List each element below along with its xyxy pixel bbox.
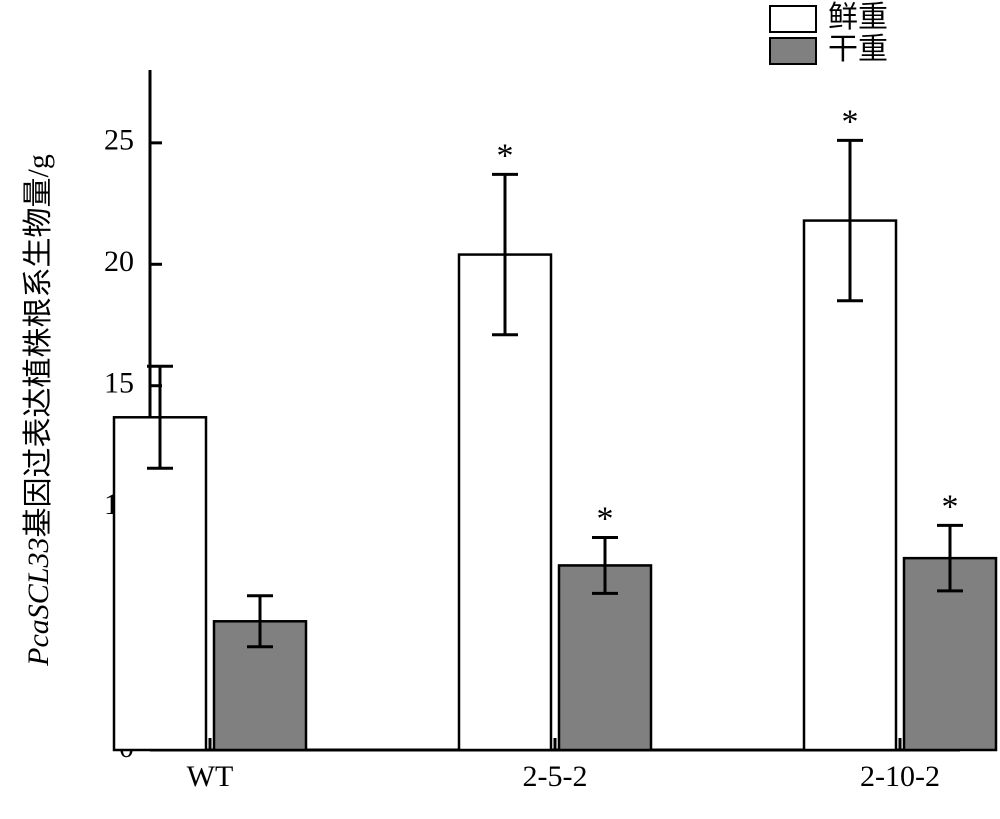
- svg-text:*: *: [842, 103, 859, 140]
- svg-text:PcaSCL33基因过表达植株根系生物量/g: PcaSCL33基因过表达植株根系生物量/g: [22, 154, 55, 667]
- svg-text:WT: WT: [187, 760, 234, 793]
- svg-text:*: *: [942, 488, 959, 525]
- svg-text:鲜重: 鲜重: [828, 1, 888, 34]
- svg-text:25: 25: [104, 124, 134, 157]
- svg-text:15: 15: [104, 367, 134, 400]
- svg-text:20: 20: [104, 245, 134, 278]
- bar-chart-svg: 0510152025PcaSCL33基因过表达植株根系生物量/gWT2-5-2*…: [0, 0, 1000, 819]
- chart-container: 0510152025PcaSCL33基因过表达植株根系生物量/gWT2-5-2*…: [0, 0, 1000, 819]
- svg-text:干重: 干重: [828, 33, 888, 66]
- svg-text:*: *: [497, 137, 514, 174]
- svg-text:*: *: [597, 501, 614, 538]
- svg-text:2-10-2: 2-10-2: [860, 760, 940, 793]
- svg-text:2-5-2: 2-5-2: [523, 760, 588, 793]
